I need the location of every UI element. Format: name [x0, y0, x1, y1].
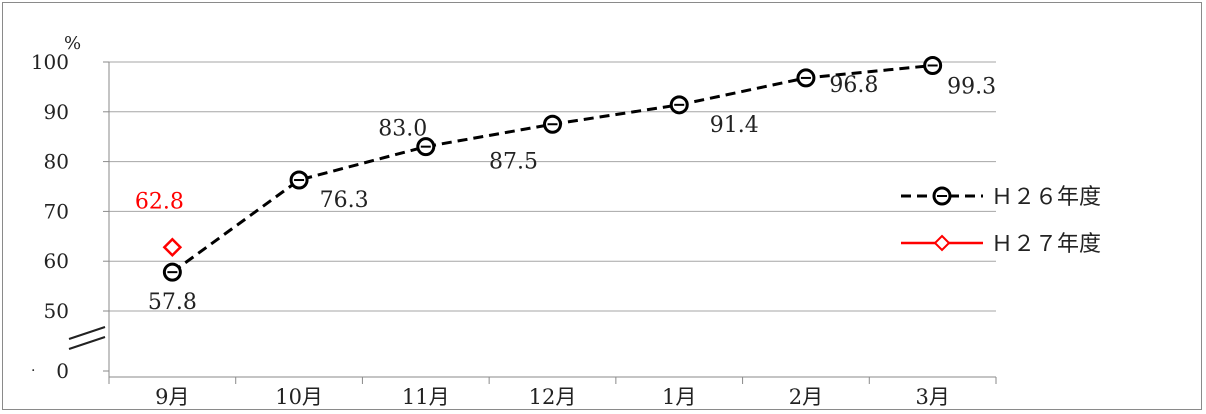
data-label-h26: 96.8 — [829, 73, 878, 98]
x-tick-label: 12月 — [529, 385, 577, 409]
data-label-h26: 83.0 — [378, 117, 427, 142]
data-label-h26: 76.3 — [320, 188, 369, 213]
x-tick-label: 2月 — [789, 385, 823, 409]
x-tick-label: 10月 — [275, 385, 323, 409]
line-chart: 0 50 60 70 80 90 100% · 9月 10月 11月 12月 1月 2月 3月 57.8 76.… — [31, 33, 1101, 409]
y-tick-label: 90 — [44, 100, 69, 124]
axis-break-dot: · — [31, 363, 35, 379]
x-tick-label: 1月 — [662, 385, 696, 409]
y-tick-label: 50 — [44, 299, 69, 323]
x-tick-label: 3月 — [915, 385, 949, 409]
data-label-h27: 62.8 — [135, 189, 184, 214]
axis-break-mark — [68, 336, 106, 350]
series-line-h26 — [171, 63, 933, 274]
y-tick-label: 100 — [31, 50, 69, 74]
y-axis-unit-label: % — [64, 33, 81, 54]
x-tick-label: 11月 — [402, 385, 450, 409]
data-label-h26: 87.5 — [489, 149, 538, 174]
legend-marker-h27 — [933, 234, 951, 252]
y-tick-label: 80 — [44, 150, 69, 174]
y-tick-label: 70 — [44, 199, 69, 223]
data-label-h26: 99.3 — [947, 74, 996, 99]
x-tick-label: 9月 — [155, 385, 189, 409]
legend-label-h26: Ｈ２６年度 — [991, 185, 1101, 210]
legend-label-h27: Ｈ２７年度 — [991, 232, 1101, 257]
y-tick-label: 60 — [44, 249, 69, 273]
y-tick-label: 0 — [56, 359, 69, 383]
data-label-h26: 91.4 — [710, 113, 759, 138]
data-point-h27 — [162, 237, 183, 258]
data-label-h26: 57.8 — [148, 290, 197, 315]
axis-break-mark — [68, 326, 106, 340]
